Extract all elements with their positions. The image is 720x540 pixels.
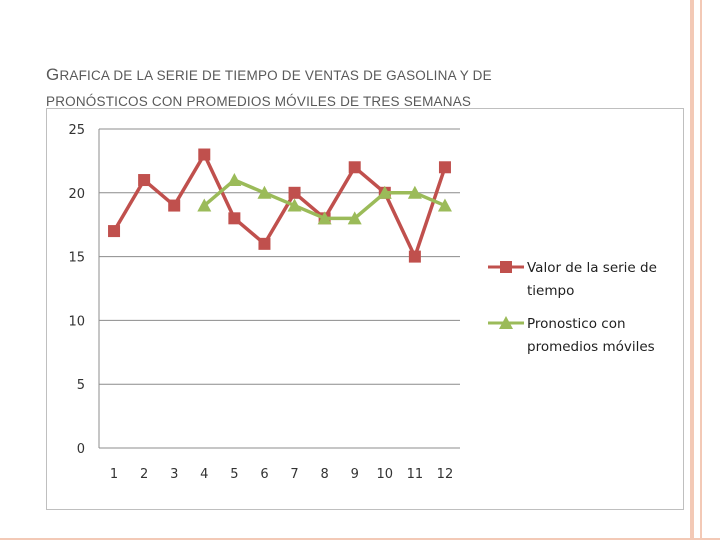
series-1-point bbox=[438, 161, 451, 174]
slide-title: GRAFICA DE LA SERIE DE TIEMPO DE VENTAS … bbox=[46, 62, 666, 115]
series-1-point bbox=[348, 161, 361, 174]
series-2-point bbox=[317, 211, 332, 225]
x-tick-label: 7 bbox=[290, 467, 298, 482]
series-2-point bbox=[287, 198, 302, 212]
series-1-point bbox=[228, 212, 241, 225]
series-1-point bbox=[198, 148, 211, 161]
series-1-line bbox=[112, 152, 447, 259]
x-tick-label: 2 bbox=[140, 467, 148, 482]
x-tick-label: 4 bbox=[200, 467, 208, 482]
legend-swatch-triangle-icon bbox=[488, 316, 524, 329]
slide-border-right bbox=[690, 0, 720, 540]
x-tick-label: 3 bbox=[170, 467, 178, 482]
legend-label-series-2: Pronostico con promedios móviles bbox=[527, 316, 655, 355]
series-2-point bbox=[257, 185, 272, 199]
series-1-point bbox=[258, 237, 271, 250]
series-1-point bbox=[108, 225, 121, 238]
x-tick-label: 9 bbox=[351, 467, 359, 482]
y-tick-label: 20 bbox=[68, 187, 85, 202]
series-2-point bbox=[377, 185, 392, 199]
slide-border-bottom bbox=[0, 538, 720, 540]
series-1-point bbox=[288, 186, 301, 199]
legend-item-series-1: Valor de la serie de tiempo bbox=[487, 257, 677, 313]
x-tick-label: 11 bbox=[407, 467, 424, 482]
legend-item-series-2: Pronostico con promedios móviles bbox=[487, 313, 677, 369]
series-1-point bbox=[168, 199, 181, 212]
series-2-point bbox=[347, 211, 362, 225]
chart-area: 0 5 10 15 20 25 1 2 3 4 5 6 7 8 9 10 11 12 Valor de la se… bbox=[46, 108, 684, 510]
x-tick-label: 6 bbox=[260, 467, 268, 482]
x-tick-label: 10 bbox=[377, 467, 394, 482]
y-tick-label: 5 bbox=[77, 378, 85, 393]
y-tick-label: 15 bbox=[68, 251, 85, 266]
border-line-inner bbox=[700, 0, 702, 540]
series-2-point bbox=[407, 185, 422, 199]
x-tick-label: 12 bbox=[437, 467, 454, 482]
series-2-point bbox=[197, 198, 212, 212]
chart-legend: Valor de la serie de tiempo Pronostico c… bbox=[487, 257, 677, 369]
slide-title-line-1: GRAFICA DE LA SERIE DE TIEMPO DE VENTAS … bbox=[46, 65, 492, 84]
x-tick-label: 5 bbox=[230, 467, 238, 482]
y-tick-label: 0 bbox=[77, 442, 85, 457]
y-tick-label: 10 bbox=[68, 314, 85, 329]
y-tick-label: 25 bbox=[68, 123, 85, 138]
slide-title-line-2: PRONÓSTICOS CON PROMEDIOS MÓVILES DE TRE… bbox=[46, 94, 472, 109]
series-1-point bbox=[408, 250, 421, 263]
border-line-outer bbox=[690, 0, 694, 540]
x-tick-label: 8 bbox=[320, 467, 328, 482]
legend-swatch-square-icon bbox=[488, 261, 524, 273]
x-tick-label: 1 bbox=[110, 467, 118, 482]
series-2-point bbox=[437, 198, 452, 212]
series-1-point bbox=[138, 174, 151, 187]
series-2-point bbox=[227, 173, 242, 187]
legend-label-series-1: Valor de la serie de tiempo bbox=[527, 260, 657, 299]
